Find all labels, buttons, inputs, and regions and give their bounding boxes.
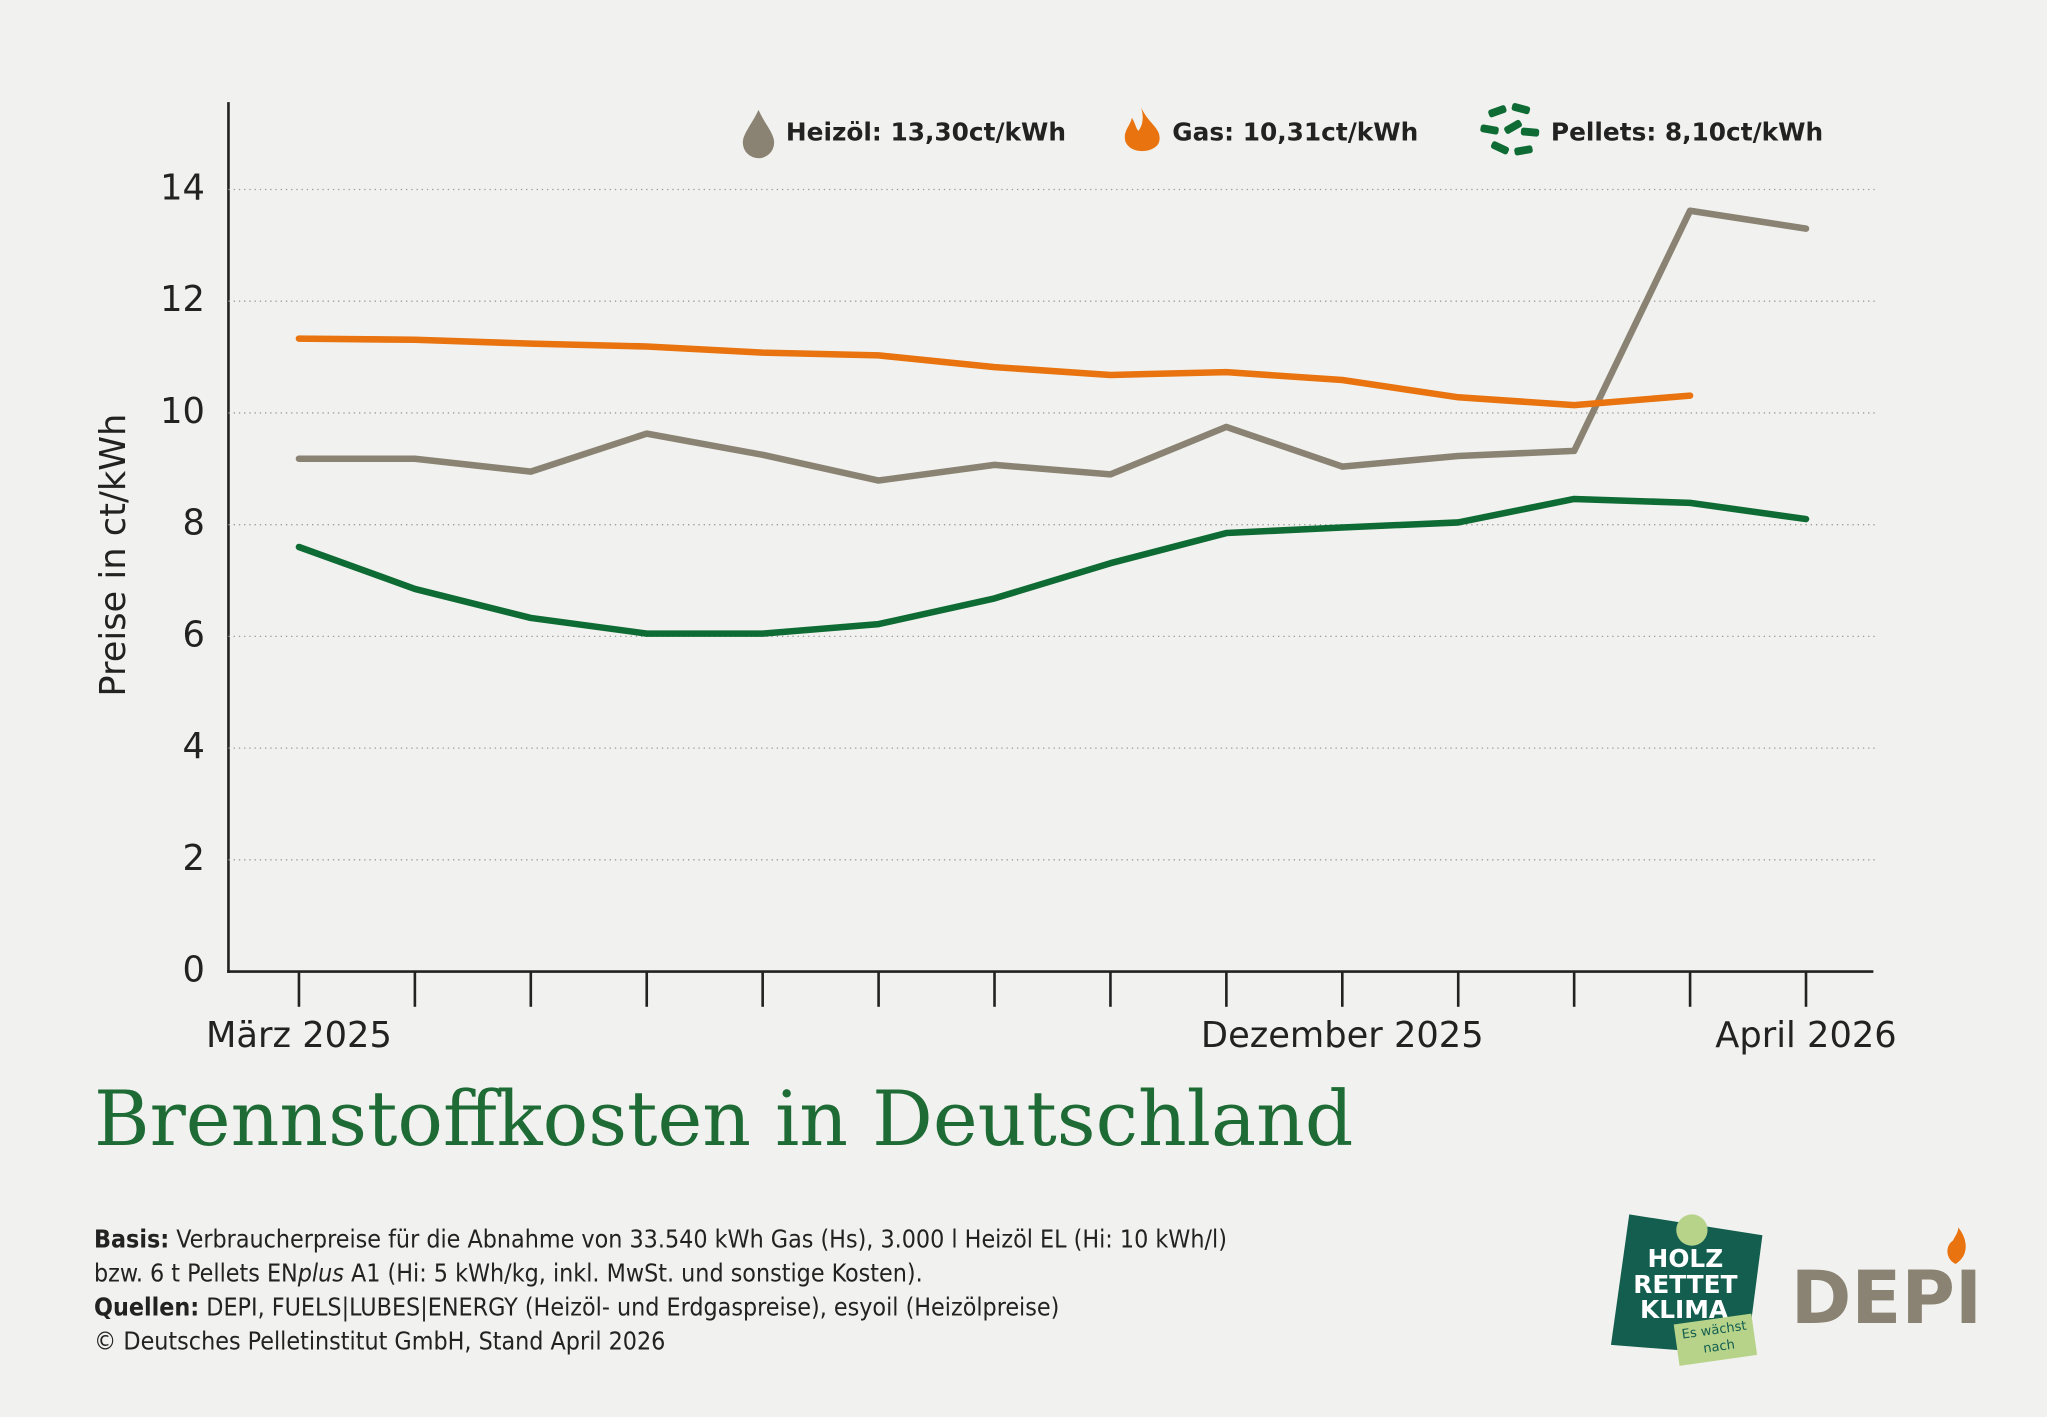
oil-icon bbox=[742, 109, 775, 159]
logo-text: HOLZ bbox=[1648, 1244, 1724, 1273]
depi-flame bbox=[1947, 1227, 1966, 1264]
gas-icon bbox=[1124, 107, 1160, 152]
logo-text: RETTET bbox=[1633, 1270, 1737, 1299]
y-axis-label: Preise in ct/kWh bbox=[93, 414, 134, 697]
footer-text: plus bbox=[297, 1258, 345, 1287]
chart-title: Brennstoffkosten in Deutschland bbox=[94, 1075, 1353, 1163]
y-tick-label: 6 bbox=[183, 614, 205, 655]
logo-tree bbox=[1676, 1214, 1708, 1246]
footer-basis: Basis: Verbraucherpreise für die Abnahme… bbox=[94, 1224, 1227, 1253]
footer-label: Basis: bbox=[94, 1224, 169, 1253]
holz-logo: HOLZ RETTET KLIMA Es wächst nach bbox=[1610, 1214, 1763, 1366]
footer-text: Verbraucherpreise für die Abnahme von 33… bbox=[169, 1224, 1227, 1253]
footer-text: A1 (Hi: 5 kWh/kg, inkl. MwSt. und sonsti… bbox=[344, 1258, 923, 1287]
footer-sources: Quellen: DEPI, FUELS|LUBES|ENERGY (Heizö… bbox=[94, 1292, 1059, 1321]
y-tick-label: 12 bbox=[160, 279, 205, 320]
y-tick-label: 10 bbox=[160, 391, 205, 432]
footer-label: Quellen: bbox=[94, 1292, 199, 1321]
footer-basis-2: bzw. 6 t Pellets ENplus A1 (Hi: 5 kWh/kg… bbox=[94, 1258, 923, 1287]
x-tick-label: Dezember 2025 bbox=[1201, 1015, 1484, 1056]
depi-logo: DEPI bbox=[1791, 1256, 1982, 1341]
y-tick-label: 0 bbox=[183, 950, 205, 991]
footer-copyright: © Deutsches Pelletinstitut GmbH, Stand A… bbox=[94, 1326, 665, 1355]
logo-tag bbox=[1673, 1313, 1758, 1366]
footer-text: bzw. 6 t Pellets EN bbox=[94, 1258, 298, 1287]
x-tick-label: März 2025 bbox=[206, 1015, 392, 1056]
line-series bbox=[295, 335, 1694, 409]
footer-text: DEPI, FUELS|LUBES|ENERGY (Heizöl- und Er… bbox=[199, 1292, 1059, 1321]
y-tick-label: 8 bbox=[183, 503, 205, 544]
pellets-icon bbox=[1480, 103, 1540, 156]
legend-label: Pellets: 8,10ct/kWh bbox=[1551, 117, 1823, 146]
legend: Heizöl: 13,30ct/kWh Gas: 10,31ct/kWh Pelle… bbox=[742, 103, 1823, 159]
y-tick-label: 14 bbox=[160, 167, 205, 208]
x-tick-label: April 2026 bbox=[1715, 1015, 1896, 1056]
logo-tag-text: nach bbox=[1702, 1337, 1735, 1356]
line-series bbox=[295, 495, 1810, 637]
legend-label: Gas: 10,31ct/kWh bbox=[1172, 117, 1418, 146]
line-series bbox=[295, 207, 1810, 484]
legend-label: Heizöl: 13,30ct/kWh bbox=[786, 117, 1066, 146]
y-tick-label: 2 bbox=[183, 838, 205, 879]
y-tick-label: 4 bbox=[183, 726, 205, 767]
